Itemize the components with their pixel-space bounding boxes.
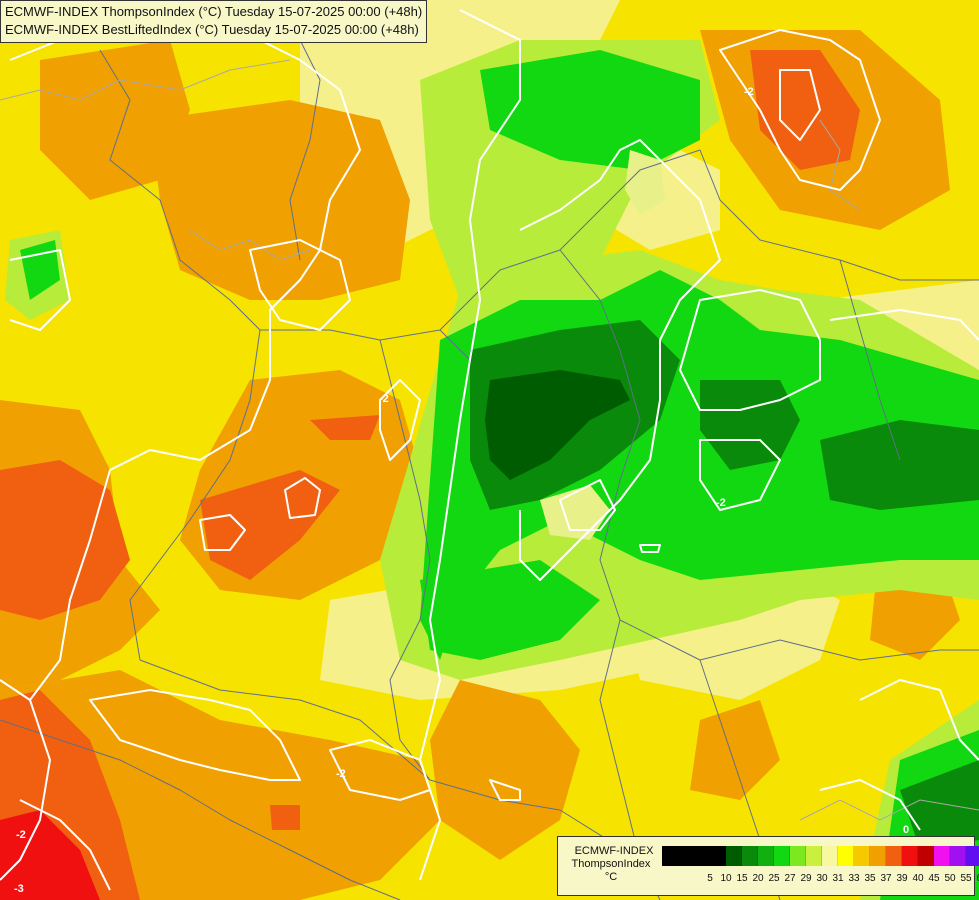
legend-tick-labels: 5 10 15 20 25 27 29 30 31 33 35 37 39 40 45 50 5560 [702,873,979,887]
coastlines [0,59,979,821]
contour-label: -3 [14,883,24,895]
contour-label: -2 [379,393,389,405]
legend-swatch [870,846,886,866]
legend-label: ECMWF-INDEX ThompsonIndex °C [562,845,660,884]
legend-swatch [886,846,902,866]
legend-variable: ThompsonIndex [571,858,651,870]
legend-tick: 20 [752,873,764,884]
contour-label: -2 [744,86,754,98]
contour-label: -2 [16,829,26,841]
legend-swatch [694,846,710,866]
zone-dark-green [485,370,630,480]
color-legend: ECMWF-INDEX ThompsonIndex °C 5 10 15 20 25 27… [557,836,979,896]
legend-tick: 55 [960,873,972,884]
legend-tick: 50 [944,873,956,884]
legend-tick: 45 [928,873,940,884]
legend-swatch [758,846,774,866]
legend-swatch [774,846,790,866]
legend-swatch [838,846,854,866]
title-thompson-index: ECMWF-INDEX ThompsonIndex (°C) Tuesday 1… [5,4,423,19]
contour-label: -2 [716,497,726,509]
legend-tick: 10 [720,873,732,884]
legend-model: ECMWF-INDEX [574,845,654,857]
legend-tick: 31 [832,873,844,884]
legend-swatch [950,846,966,866]
legend-color-scale [662,846,979,866]
legend-swatch [806,846,822,866]
legend-swatch [934,846,950,866]
contour-label: -2 [336,768,346,780]
contour-label: 0 [903,824,909,836]
legend-tick: 39 [896,873,908,884]
zone-orange [0,30,960,900]
legend-tick: 37 [880,873,892,884]
legend-tick: 35 [864,873,876,884]
legend-swatch [726,846,742,866]
legend-swatch [790,846,806,866]
legend-swatch [918,846,934,866]
map-title-box: ECMWF-INDEX ThompsonIndex (°C) Tuesday 1… [0,0,428,43]
legend-tick: 25 [768,873,780,884]
legend-swatch [902,846,918,866]
legend-swatch [678,846,694,866]
legend-unit: °C [604,871,618,883]
legend-tick: 60 [974,873,979,887]
legend-tick: 30 [816,873,828,884]
legend-swatch [710,846,726,866]
title-best-lifted-index: ECMWF-INDEX BestLiftedIndex (°C) Tuesday… [5,22,419,37]
legend-tick: 5 [707,873,713,884]
zone-red [0,810,100,900]
legend-tick: 29 [800,873,812,884]
legend-tick: 33 [848,873,860,884]
legend-tick: 40 [912,873,924,884]
legend-swatch [966,846,979,866]
legend-tick: 27 [784,873,796,884]
legend-tick: 15 [736,873,748,884]
contour-labels: -2 -2 -2 -2 -2 -3 0 [14,86,909,895]
legend-swatch [854,846,870,866]
legend-swatch [822,846,838,866]
legend-swatch [742,846,758,866]
country-borders [0,39,979,900]
legend-swatch [662,846,678,866]
